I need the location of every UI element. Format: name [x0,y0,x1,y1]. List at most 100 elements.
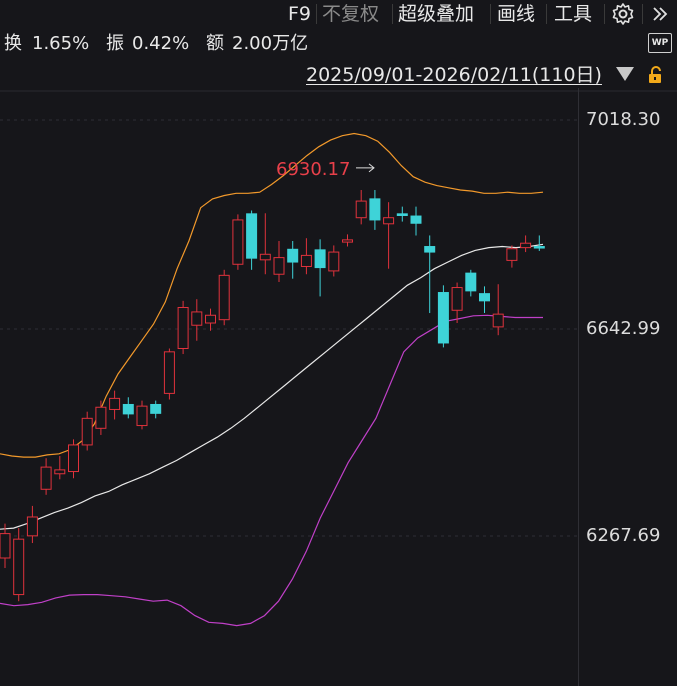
candle [0,523,11,568]
wp-button[interactable]: WP [648,33,672,53]
candle-body [355,200,367,219]
gear-icon[interactable] [611,2,635,26]
toolbar-divider [642,4,643,24]
candle [136,400,148,430]
candle [205,308,216,331]
candle [520,235,532,253]
high-pointer-arrow [356,163,375,173]
candle [479,286,490,314]
super-overlay-button[interactable]: 超级叠加 [398,3,475,25]
candle-body [479,293,490,302]
price-tick-middle: 6642.99 [586,318,661,339]
toolbar-divider [604,4,605,24]
candle [492,284,504,336]
candle [150,400,162,419]
candle-body [54,469,66,475]
draw-line-button[interactable]: 画线 [497,3,536,25]
candle-body [81,417,93,446]
candle-body [26,516,38,537]
candle-body [136,405,148,427]
amplitude-value: 0.42% [132,33,190,54]
candle [177,300,189,355]
amplitude-label: 振 [106,33,124,54]
candle [81,411,93,451]
candle [383,202,395,269]
tools-button[interactable]: 工具 [554,3,593,25]
candle [232,214,244,270]
candle-body [492,313,504,328]
candle [122,397,134,419]
candle-body [300,254,312,267]
candle [68,439,79,479]
candle [163,348,175,400]
candle [355,189,367,225]
stats-row: 换 1.65% 振 0.42% 额 2.00万亿 [0,30,677,58]
candle [287,240,299,279]
candle-body [246,213,258,259]
candle-body [191,311,203,326]
candle [314,239,326,297]
candle-body [205,314,216,324]
candle [328,245,340,277]
candle [451,282,463,324]
candle [437,285,449,348]
candle-body [383,217,395,225]
candle [259,213,271,275]
candle [54,456,66,480]
grid-lines [0,90,677,537]
candle-body [328,251,340,272]
candle-body [68,444,79,473]
top-toolbar: F9 不复权 超级叠加 画线 工具 [0,0,677,28]
candle-body [533,246,545,249]
candle-body [465,272,477,292]
candle-body [40,466,52,490]
candle [273,240,285,282]
candle-body [95,406,107,429]
candle-body [232,219,244,265]
f9-button[interactable]: F9 [288,3,312,25]
candle-body [342,239,353,243]
double-chevron-right-icon[interactable] [650,4,670,24]
lock-icon[interactable] [646,65,666,85]
toolbar-divider [490,4,491,24]
candle-body [410,215,422,224]
candle-body [109,397,121,410]
candle-body [218,274,230,321]
candle-body [259,253,271,261]
candle [369,189,381,230]
candle-body [273,257,285,275]
candle-body [451,287,463,311]
amount-label: 额 [206,33,224,54]
candle [218,269,230,326]
candle-body [0,533,11,559]
candle-body [506,248,518,261]
amount-value: 2.00万亿 [232,33,309,54]
candle-body [13,538,25,596]
candle [26,505,38,544]
candle [506,245,518,268]
date-range-selector[interactable]: 2025/09/01-2026/02/11(110日) [306,64,602,86]
candle [246,210,258,270]
candle-body [287,248,299,263]
price-axis-divider [578,88,579,686]
price-tick-bottom: 6267.69 [586,525,661,546]
toolbar-divider [546,4,547,24]
candle [95,400,107,435]
candle [342,234,353,247]
toolbar-divider [392,4,393,24]
bollinger-lower-line [0,314,543,627]
no-adjust-button[interactable]: 不复权 [322,3,380,25]
price-tick-top: 7018.30 [586,109,661,130]
bollinger-middle-line [0,243,544,530]
toolbar-divider [316,4,317,24]
candle-body [520,242,532,249]
dropdown-arrow-icon[interactable] [616,67,634,81]
candle-body [163,351,175,394]
candle [465,269,477,297]
candle [533,235,545,251]
candle [410,206,422,236]
candle-body [396,213,408,216]
candle [424,235,436,314]
candle [300,238,312,275]
